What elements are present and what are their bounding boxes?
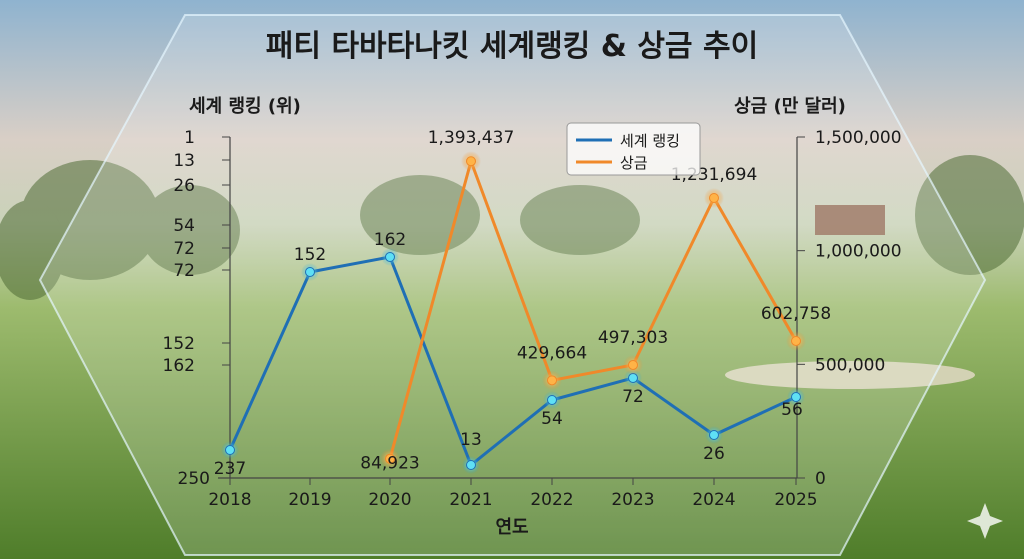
left-tick-label: 72 — [173, 239, 195, 259]
clubhouse — [815, 205, 885, 235]
ranking-data-label: 26 — [703, 444, 725, 464]
ranking-data-label: 162 — [374, 230, 406, 250]
left-tick-label: 72 — [173, 261, 195, 281]
prize-point — [709, 192, 719, 203]
ranking-data-label: 72 — [622, 387, 644, 407]
prize-data-label: 429,664 — [517, 343, 587, 363]
left-tick-label: 54 — [173, 216, 195, 236]
right-tick-label: 1,000,000 — [815, 242, 902, 262]
legend-label-ranking: 세계 랭킹 — [620, 132, 680, 150]
ranking-point — [466, 460, 476, 470]
ranking-point — [305, 267, 315, 277]
x-tick-label: 2020 — [368, 490, 411, 510]
left-tick-label: 26 — [173, 176, 195, 196]
prize-point — [791, 335, 801, 346]
prize-line — [388, 156, 798, 460]
x-tick-label: 2019 — [288, 490, 331, 510]
x-tick-label: 2023 — [611, 490, 654, 510]
chart-title: 패티 타바타나킷 세계랭킹 & 상금 추이 — [266, 29, 758, 64]
ranking-data-label: 54 — [541, 409, 563, 429]
ranking-data-label: 152 — [294, 245, 326, 265]
left-tick-label: 1 — [184, 128, 195, 148]
left-tick-label: 162 — [163, 356, 195, 376]
left-tick-label: 250 — [178, 469, 210, 489]
right-axis-label: 상금 (만 달러) — [734, 96, 846, 117]
prize-point — [547, 375, 557, 386]
ranking-point — [791, 392, 801, 402]
ranking-data-label: 56 — [781, 400, 803, 420]
x-axis-label: 연도 — [495, 517, 528, 538]
prize-data-label: 1,393,437 — [428, 128, 515, 148]
ranking-line — [228, 255, 797, 468]
x-tick-label: 2025 — [774, 490, 817, 510]
tree-line — [0, 155, 1024, 300]
x-tick-label: 2021 — [449, 490, 492, 510]
legend-label-prize: 상금 — [620, 154, 648, 172]
prize-data-label: 602,758 — [761, 304, 831, 324]
x-tick-label: 2024 — [692, 490, 735, 510]
ranking-point — [225, 445, 235, 455]
ranking-point — [709, 430, 719, 440]
x-tick-label: 2022 — [530, 490, 573, 510]
prize-point — [628, 359, 638, 370]
prize-data-label: 497,303 — [598, 328, 668, 348]
left-axis-label: 세계 랭킹 (위) — [189, 96, 301, 117]
prize-data-label: 84,923 — [360, 454, 419, 474]
ranking-data-label: 237 — [214, 459, 246, 479]
x-tick-label: 2018 — [208, 490, 251, 510]
ranking-data-label: 13 — [460, 430, 482, 450]
sand-bunker — [725, 361, 975, 389]
right-tick-label: 500,000 — [815, 355, 885, 375]
sparkle-icon — [967, 503, 1003, 539]
right-tick-label: 1,500,000 — [815, 128, 902, 148]
left-tick-label: 13 — [173, 151, 195, 171]
prize-point — [466, 156, 476, 167]
ranking-point — [385, 252, 395, 262]
ranking-point — [547, 395, 557, 405]
left-tick-label: 152 — [163, 334, 195, 354]
legend: 세계 랭킹 상금 — [566, 122, 701, 176]
right-tick-label: 0 — [815, 469, 826, 489]
prize-point — [385, 453, 395, 464]
